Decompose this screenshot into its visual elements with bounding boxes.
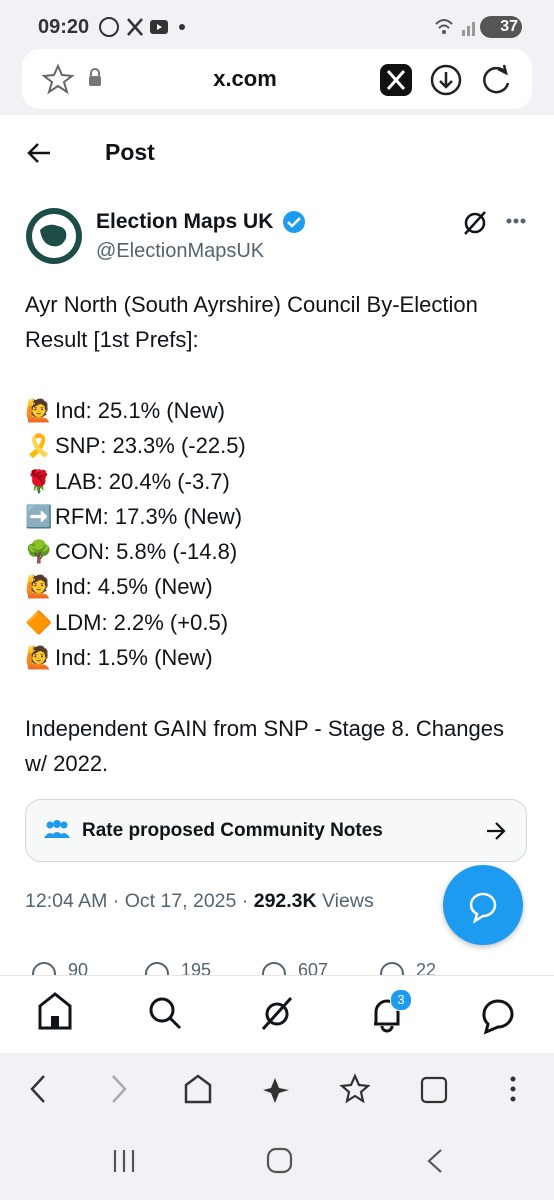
notes-icon xyxy=(44,820,70,838)
notes-arrow xyxy=(487,822,506,840)
post-intro: Ayr North (South Ayrshire) Council By-El… xyxy=(25,292,478,353)
result-row: 🌳 CON: 5.8% (-14.8) xyxy=(25,534,525,569)
result-row: 🙋 Ind: 4.5% (New) xyxy=(25,569,525,604)
result-text: SNP: 23.3% (-22.5) xyxy=(55,433,246,459)
result-emoji: 🌳 xyxy=(25,539,53,565)
results-list: 🙋 Ind: 25.1% (New) 🎗️ SNP: 23.3% (-22.5) 🌹 LA… xyxy=(25,393,525,675)
community-notes[interactable] xyxy=(25,799,527,862)
post-meta: 12:04 AM · Oct 17, 2025 · 292.3K Views xyxy=(25,890,374,913)
compose-icon xyxy=(469,892,497,924)
timestamp: 12:04 AM · Oct 17, 2025 · xyxy=(25,890,249,912)
notification-badge: 3 xyxy=(390,989,412,1011)
action-count: 22 xyxy=(416,960,437,975)
views-label: Views xyxy=(322,890,374,912)
action-count: 195 xyxy=(181,960,212,975)
status-icons xyxy=(99,17,185,37)
result-emoji: 🎗️ xyxy=(25,433,53,459)
action-icon xyxy=(262,962,286,975)
author-name[interactable]: Election Maps UK xyxy=(96,210,274,233)
signal-icons xyxy=(435,19,475,36)
header-title: Post xyxy=(105,139,155,165)
action-icon xyxy=(145,962,169,975)
views-count: 292.3K xyxy=(253,890,317,912)
result-emoji: 🌹 xyxy=(25,468,53,494)
tab-icons xyxy=(38,992,514,1035)
result-emoji: 🙋 xyxy=(25,645,53,671)
status-time: 09:20 xyxy=(38,16,90,38)
post-menu-icons xyxy=(464,211,526,235)
result-text: RFM: 17.3% (New) xyxy=(55,503,243,529)
compose-button[interactable] xyxy=(443,865,523,945)
back-button[interactable] xyxy=(26,142,52,164)
avatar[interactable] xyxy=(26,208,82,264)
result-row: 🎗️ SNP: 23.3% (-22.5) xyxy=(25,428,525,463)
url-left-icons xyxy=(41,63,101,95)
result-text: Ind: 25.1% (New) xyxy=(55,398,225,423)
action-icon xyxy=(380,962,404,975)
battery: 37 xyxy=(480,16,522,38)
action-row: 90 195 607 22 xyxy=(0,960,554,975)
result-row: 🌹 LAB: 20.4% (-3.7) xyxy=(25,464,525,499)
result-text: Ind: 4.5% (New) xyxy=(55,574,213,600)
url[interactable]: x.com xyxy=(213,66,277,91)
result-emoji: 🙋 xyxy=(25,574,53,600)
result-row: 🙋 Ind: 25.1% (New) xyxy=(25,393,525,428)
result-emoji: ➡️ xyxy=(25,503,53,529)
result-text: Ind: 1.5% (New) xyxy=(55,645,213,671)
result-emoji: 🙋 xyxy=(25,398,53,423)
result-emoji: 🔶 xyxy=(25,609,53,635)
post-outro: Independent GAIN from SNP - Stage 8. Cha… xyxy=(25,716,504,777)
tab-bar: 3 xyxy=(0,975,554,1053)
action-count: 90 xyxy=(68,960,89,975)
community-notes-label[interactable]: Rate proposed Community Notes xyxy=(82,820,383,841)
result-text: LDM: 2.2% (+0.5) xyxy=(55,609,229,635)
result-text: CON: 5.8% (-14.8) xyxy=(55,539,238,565)
verified-badge xyxy=(283,211,305,233)
action-count: 607 xyxy=(298,960,329,975)
result-row: 🙋 Ind: 1.5% (New) xyxy=(25,640,525,675)
handle[interactable]: @ElectionMapsUK xyxy=(96,240,265,262)
result-row: ➡️ RFM: 17.3% (New) xyxy=(25,499,525,534)
action-icon xyxy=(32,962,56,975)
url-right-icons xyxy=(380,64,510,96)
result-row: 🔶 LDM: 2.2% (+0.5) xyxy=(25,605,525,640)
result-text: LAB: 20.4% (-3.7) xyxy=(55,468,230,494)
browser-nav xyxy=(30,1073,516,1174)
